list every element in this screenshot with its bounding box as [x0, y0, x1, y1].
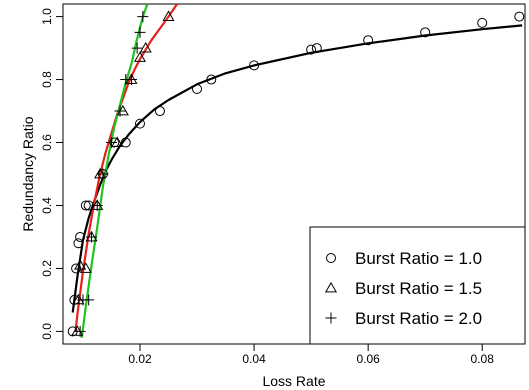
legend-label-1: Burst Ratio = 1.0: [355, 249, 482, 268]
data-point-series-3: [91, 199, 103, 211]
data-point-series-1: [80, 200, 91, 211]
legend-box: [309, 226, 526, 345]
fit-curve-3: [80, 4, 149, 338]
data-point-series-1: [154, 106, 165, 117]
data-point-series-1: [420, 27, 431, 38]
data-point-series-1: [192, 84, 203, 94]
y-tick-label: 0.2: [40, 260, 54, 277]
data-point-series-3: [86, 231, 98, 243]
data-point-series-1: [249, 60, 260, 71]
data-points: [67, 10, 525, 337]
data-point-series-1: [477, 17, 488, 28]
legend-label-3: Burst Ratio = 2.0: [355, 309, 482, 328]
data-point-series-3: [83, 294, 95, 306]
x-tick-label: 0.04: [242, 352, 266, 366]
data-point-series-3: [137, 11, 149, 23]
y-tick-label: 0.6: [40, 134, 54, 151]
data-point-series-3: [74, 325, 86, 337]
data-point-series-2: [133, 51, 147, 62]
data-point-series-1: [311, 43, 322, 54]
data-point-series-1: [306, 44, 317, 55]
legend-label-2: Burst Ratio = 1.5: [355, 279, 482, 298]
fit-curve-1: [71, 24, 523, 313]
legend-marker-3: [325, 312, 337, 324]
data-point-series-1: [514, 11, 525, 22]
data-point-series-2: [139, 41, 152, 53]
x-tick-label: 0.08: [471, 352, 495, 366]
data-point-series-2: [74, 259, 87, 270]
data-point-series-1: [75, 231, 86, 242]
x-axis-label: Loss Rate: [262, 373, 325, 389]
y-tick-label: 0.0: [40, 323, 54, 340]
legend-markers: [324, 253, 338, 324]
data-point-series-1: [71, 263, 82, 274]
data-point-series-1: [120, 137, 131, 148]
data-point-series-2: [72, 293, 85, 305]
data-point-series-3: [97, 168, 109, 180]
x-tick-label: 0.02: [128, 352, 152, 366]
data-point-series-2: [162, 10, 175, 21]
data-point-series-3: [125, 74, 137, 86]
x-tick-label: 0.06: [356, 352, 380, 366]
y-tick-label: 0.4: [40, 197, 54, 214]
legend-marker-1: [326, 253, 336, 263]
data-point-series-1: [73, 238, 84, 249]
plot-frame: [62, 3, 526, 345]
data-point-series-1: [363, 35, 374, 46]
x-axis: 0.02 0.04 0.06 0.08: [128, 344, 494, 366]
data-point-series-2: [111, 136, 124, 147]
data-point-series-3: [131, 42, 143, 54]
data-point-series-3: [114, 105, 126, 117]
y-axis: 0.0 0.2 0.4 0.6 0.8 1.0: [40, 8, 63, 340]
data-point-series-3: [105, 137, 117, 149]
data-point-series-2: [79, 262, 92, 273]
legend: Burst Ratio = 1.0 Burst Ratio = 1.5 Burs…: [309, 226, 526, 345]
legend-marker-2: [324, 281, 338, 293]
data-point-series-3: [134, 26, 146, 38]
data-point-series-1: [206, 74, 217, 85]
y-axis-label: Redundancy Ratio: [20, 116, 36, 231]
y-tick-label: 1.0: [40, 8, 54, 25]
data-point-series-1: [135, 118, 145, 129]
y-tick-label: 0.8: [40, 71, 54, 88]
